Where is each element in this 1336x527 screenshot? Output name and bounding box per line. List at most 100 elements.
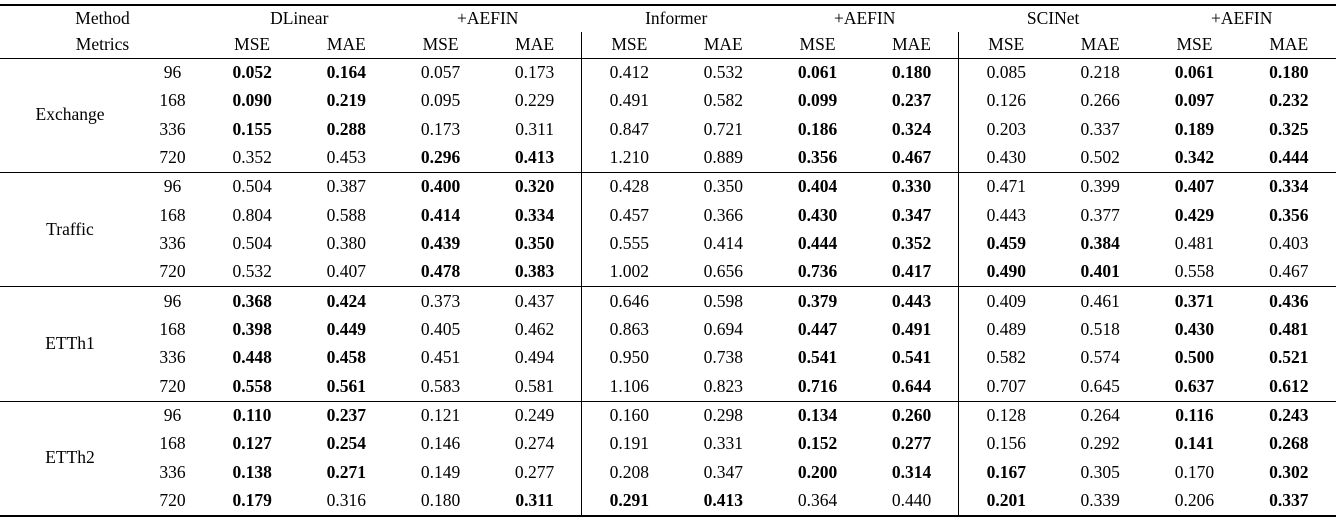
metric-value: 0.180 [864,58,960,87]
metric-value: 0.334 [1241,171,1336,201]
metric-value: 0.266 [1080,90,1120,111]
metric-value: 0.352 [864,229,960,259]
metric-value: 0.277 [487,458,583,487]
metric-value: 0.384 [1080,233,1120,254]
metric-value: 0.305 [1080,461,1120,482]
metric-value: 0.403 [1269,233,1309,254]
metric-value: 0.191 [609,433,649,454]
metric-value: 0.337 [1080,118,1120,139]
metric-value: 0.085 [986,61,1026,82]
metric-value: 0.400 [393,171,488,201]
metric-col-header: MAE [1053,31,1148,59]
metric-value: 0.128 [958,400,1054,430]
table-row: 168 0.090 0.219 0.095 0.229 0.491 0.582 0.099 0.… [0,86,1336,116]
table-row: ETTh2 96 0.110 0.237 0.121 0.249 0.160 0.298 0.1… [0,400,1336,516]
horizon-value: 720 [159,261,186,282]
metric-value: 0.561 [326,375,367,396]
metric-col-header: MSE [205,31,300,59]
metric-value: 0.504 [205,171,300,201]
metric-value: 0.532 [703,61,743,82]
metric-value: 0.377 [1080,204,1120,225]
metric-value: 0.405 [420,318,461,339]
metric-value: 0.368 [205,286,300,316]
metric-value: 0.146 [420,433,461,454]
metric-value: 0.237 [864,86,960,116]
metric-value: 0.134 [770,400,865,430]
metric-col-header: MAE [487,31,583,59]
metric-value: 0.646 [581,286,677,316]
metric-col-header: MSE [581,31,677,59]
metric-value: 0.268 [1269,433,1309,454]
table-row: 720 0.179 0.316 0.180 0.311 0.291 0.413 0.364 0.… [0,486,1336,516]
metric-value: 0.694 [703,318,743,339]
metric-value: 0.264 [1053,400,1148,430]
metric-value: 0.347 [864,200,960,230]
horizon-value: 168 [159,318,186,339]
metric-value: 0.342 [1174,147,1215,168]
metric-value: 0.582 [986,347,1026,368]
metric-value: 0.260 [864,400,960,430]
metric-value: 0.413 [703,489,743,510]
metric-value: 0.950 [609,347,649,368]
metric-value: 0.541 [797,347,838,368]
metric-value: 0.558 [232,375,272,396]
metric-value: 0.598 [676,286,771,316]
metric-col-header: MSE [958,31,1054,59]
metric-value: 0.582 [703,90,743,111]
group-header-aefin-1: +AEFIN [457,8,519,28]
metric-col-header: MSE [770,31,865,59]
dataset-block-etth2: ETTh2 96 0.110 0.237 0.121 0.249 0.160 0.298 0.1… [0,400,1336,516]
metric-value: 0.404 [770,171,865,201]
horizon-value: 720 [159,147,186,168]
metric-value: 0.401 [1080,261,1120,282]
metric-value: 0.138 [232,461,272,482]
table-row: 720 0.532 0.407 0.478 0.383 1.002 0.656 0.736 0.… [0,258,1336,287]
metric-value: 0.399 [1053,171,1148,201]
metric-value: 0.316 [326,489,367,510]
metric-value: 0.459 [986,233,1026,254]
metric-value: 0.320 [487,171,583,201]
metric-value: 0.203 [986,118,1026,139]
metric-value: 0.061 [1174,61,1215,82]
metric-value: 1.106 [609,375,649,396]
method-header-label: Method [75,8,130,28]
metric-value: 0.429 [1174,204,1215,225]
metric-value: 0.167 [986,461,1026,482]
metric-value: 0.736 [797,261,838,282]
metric-value: 0.110 [205,400,300,430]
metric-value: 0.656 [703,261,743,282]
metric-value: 0.478 [420,261,461,282]
metric-value: 0.409 [958,286,1054,316]
metric-value: 0.481 [1174,233,1215,254]
metric-value: 0.521 [1269,347,1309,368]
metric-value: 0.707 [986,375,1026,396]
metric-value: 0.637 [1174,375,1215,396]
metric-value: 0.398 [232,318,272,339]
metric-value: 0.583 [420,375,461,396]
metric-value: 0.334 [487,200,583,230]
metric-value: 0.428 [581,171,677,201]
metric-value: 0.324 [864,115,960,144]
metric-value: 0.356 [797,147,838,168]
dataset-label: ETTh1 [0,286,140,402]
metric-value: 0.889 [703,147,743,168]
metric-value: 0.439 [420,233,461,254]
metric-value: 0.170 [1174,461,1215,482]
metric-value: 0.380 [326,233,367,254]
metric-value: 0.414 [703,233,743,254]
metric-value: 0.490 [986,261,1026,282]
group-header-aefin-2: +AEFIN [833,8,896,28]
metric-value: 0.099 [797,90,838,111]
metric-value: 0.823 [703,375,743,396]
group-header-scinet: SCINet [1026,8,1080,28]
metric-value: 0.555 [609,233,649,254]
metric-value: 0.424 [299,286,394,316]
table-row: ETTh1 96 0.368 0.424 0.373 0.437 0.646 0.598 0.3… [0,286,1336,402]
metric-value: 0.491 [864,315,960,344]
table-header: Method DLinear +AEFIN Informer +AEFIN SC… [0,5,1336,59]
metric-value: 0.229 [487,86,583,116]
metric-value: 0.443 [864,286,960,316]
group-header-informer: Informer [645,8,708,28]
metric-value: 0.461 [1053,286,1148,316]
metric-value: 0.232 [1269,90,1309,111]
